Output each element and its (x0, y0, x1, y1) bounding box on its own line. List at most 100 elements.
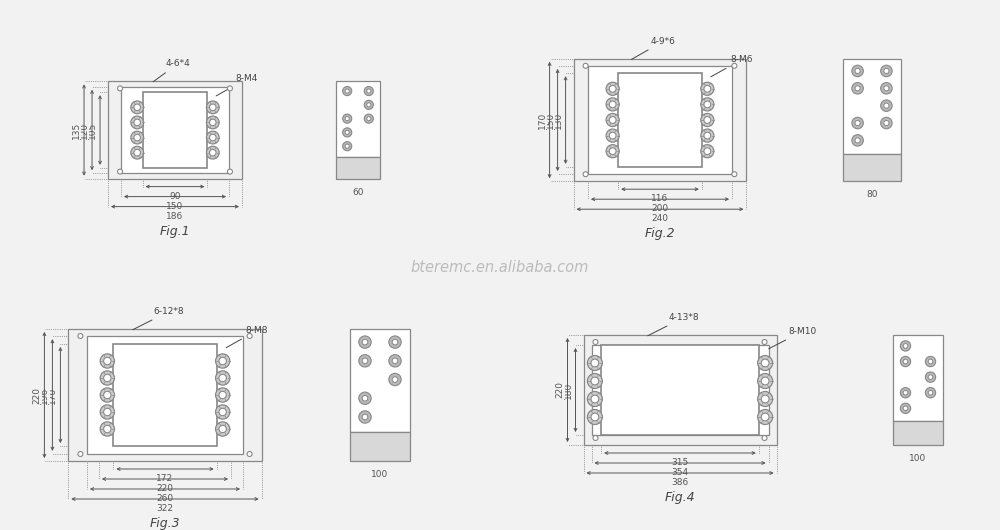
Bar (87, 336, 243, 454)
Bar (143, 92, 207, 168)
Text: Fig.2: Fig.2 (645, 227, 675, 240)
Circle shape (900, 341, 911, 351)
Circle shape (606, 82, 619, 95)
Text: 240: 240 (652, 214, 668, 223)
Circle shape (903, 391, 908, 395)
Circle shape (343, 86, 352, 95)
Text: 8-M8: 8-M8 (226, 326, 268, 348)
Circle shape (104, 391, 111, 399)
Circle shape (900, 403, 911, 413)
Circle shape (881, 100, 892, 111)
Circle shape (209, 134, 216, 141)
Circle shape (131, 146, 144, 159)
Circle shape (855, 120, 860, 126)
Circle shape (591, 377, 599, 385)
Circle shape (247, 333, 252, 339)
Circle shape (900, 356, 911, 367)
Circle shape (852, 83, 863, 94)
Circle shape (903, 406, 908, 411)
Text: 220: 220 (556, 382, 564, 399)
Circle shape (758, 392, 773, 407)
Circle shape (606, 98, 619, 111)
Circle shape (209, 104, 216, 111)
Circle shape (364, 86, 373, 95)
Circle shape (359, 336, 371, 348)
Bar (893, 335, 943, 421)
Circle shape (131, 116, 144, 129)
Text: 220: 220 (32, 386, 41, 403)
Text: 116: 116 (651, 194, 669, 203)
Circle shape (219, 408, 226, 416)
Circle shape (118, 169, 123, 174)
Circle shape (761, 377, 769, 385)
Circle shape (701, 129, 714, 142)
Bar (336, 157, 380, 179)
Circle shape (343, 142, 352, 151)
Circle shape (131, 131, 144, 144)
Circle shape (343, 128, 352, 137)
Circle shape (100, 422, 114, 436)
Circle shape (345, 144, 349, 148)
Circle shape (583, 172, 588, 176)
Text: 172: 172 (156, 474, 174, 483)
Circle shape (219, 391, 226, 399)
Circle shape (359, 411, 371, 423)
Circle shape (900, 387, 911, 398)
Text: 386: 386 (671, 478, 689, 487)
Text: 90: 90 (169, 192, 181, 200)
Bar (108, 82, 242, 179)
Bar (68, 329, 262, 461)
Bar (350, 329, 410, 432)
Circle shape (345, 130, 349, 135)
Bar (592, 345, 768, 435)
Circle shape (209, 149, 216, 156)
Circle shape (343, 114, 352, 123)
Circle shape (389, 373, 401, 386)
Circle shape (761, 359, 769, 367)
Circle shape (392, 377, 398, 382)
Circle shape (855, 68, 860, 74)
Circle shape (134, 119, 141, 126)
Text: 100: 100 (371, 470, 389, 479)
Circle shape (587, 374, 602, 388)
Circle shape (216, 388, 230, 402)
Circle shape (100, 405, 114, 419)
Bar (843, 154, 901, 181)
Circle shape (925, 372, 936, 382)
Text: 354: 354 (671, 468, 689, 477)
Circle shape (206, 146, 219, 159)
Circle shape (389, 336, 401, 348)
Circle shape (216, 371, 230, 385)
Circle shape (701, 82, 714, 95)
Text: 200: 200 (651, 204, 669, 213)
Circle shape (593, 340, 598, 344)
Circle shape (583, 63, 588, 68)
Circle shape (219, 425, 226, 432)
Text: 4-13*8: 4-13*8 (648, 313, 699, 335)
Circle shape (852, 117, 863, 129)
Circle shape (606, 145, 619, 158)
Circle shape (884, 68, 889, 74)
Circle shape (928, 359, 933, 364)
Circle shape (216, 354, 230, 368)
Text: 196: 196 (40, 386, 49, 404)
Bar (588, 66, 732, 174)
Circle shape (206, 131, 219, 144)
Circle shape (362, 395, 368, 401)
Circle shape (762, 436, 767, 440)
Circle shape (209, 119, 216, 126)
Circle shape (701, 98, 714, 111)
Circle shape (216, 422, 230, 436)
Circle shape (389, 355, 401, 367)
Circle shape (855, 86, 860, 91)
Circle shape (609, 85, 616, 92)
Text: 6-12*8: 6-12*8 (133, 307, 184, 330)
Circle shape (100, 388, 114, 402)
Circle shape (345, 117, 349, 121)
Bar (336, 82, 380, 157)
Circle shape (903, 359, 908, 364)
Circle shape (701, 113, 714, 127)
Circle shape (587, 410, 602, 425)
Circle shape (704, 148, 711, 155)
Circle shape (362, 339, 368, 345)
